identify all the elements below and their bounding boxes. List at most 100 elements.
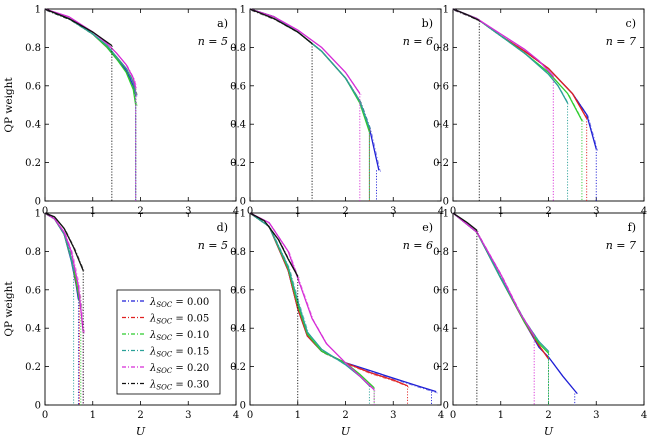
series-4-dashdot: [46, 10, 138, 90]
panel-label: f): [628, 221, 636, 234]
series-3-dashdot: [46, 10, 138, 96]
series-3-dashdot: [251, 214, 372, 388]
x-tick-label: 1: [295, 410, 301, 421]
series-2-dashdot: [454, 214, 551, 355]
series-5-dashdot: [46, 214, 85, 273]
y-tick-label: 0.2: [433, 158, 449, 169]
y-tick-label: 1: [443, 209, 449, 220]
y-tick-label: 0.8: [25, 247, 41, 258]
panel-annotation: n = 5: [198, 239, 228, 252]
y-tick-label: 0.4: [433, 120, 449, 131]
legend-entry: λSOC = 0.30: [149, 380, 209, 392]
x-tick-label: 0: [450, 410, 456, 421]
series-2-line: [452, 212, 549, 354]
x-tick-label: 3: [593, 410, 599, 421]
series-2-dashdot: [251, 214, 376, 390]
y-tick-label: 0.4: [25, 324, 41, 335]
panel-annotation: n = 7: [606, 35, 636, 48]
series-3-dashdot: [454, 10, 570, 105]
y-tick-label: 1: [35, 5, 41, 16]
x-tick-label: 0: [42, 410, 48, 421]
x-tick-label: 4: [438, 206, 444, 217]
x-tick-label: 1: [90, 206, 96, 217]
series-0-line: [249, 8, 380, 171]
series-1-line: [44, 8, 137, 94]
series-1-dashdot: [46, 10, 138, 96]
series-5-line: [44, 8, 113, 47]
y-axis-label: QP weight: [3, 77, 15, 133]
series-5-line: [44, 212, 84, 271]
y-tick-label: 0.2: [230, 158, 246, 169]
panel-label: e): [422, 221, 433, 234]
x-tick-label: 3: [390, 206, 396, 217]
panel-label: c): [626, 17, 636, 30]
panel-annotation: n = 6: [403, 35, 433, 48]
series-4-line: [249, 8, 361, 94]
panel-annotation: n = 6: [403, 239, 433, 252]
x-tick-label: 3: [185, 206, 191, 217]
x-tick-label: 2: [545, 410, 551, 421]
series-5-line: [249, 8, 313, 45]
y-tick-label: 0: [443, 401, 449, 412]
series-2-line: [44, 8, 137, 106]
x-tick-label: 4: [641, 410, 647, 421]
y-tick-label: 0.8: [230, 247, 246, 258]
x-tick-label: 1: [295, 206, 301, 217]
y-tick-label: 0.6: [25, 285, 41, 296]
series-4-dashdot: [46, 214, 85, 334]
y-tick-label: 0.2: [25, 158, 41, 169]
x-tick-label: 1: [90, 410, 96, 421]
x-tick-label: 1: [498, 410, 504, 421]
x-tick-label: 2: [137, 206, 143, 217]
series-1-dashdot: [251, 10, 372, 132]
y-tick-label: 0.4: [433, 324, 449, 335]
y-tick-label: 0.6: [433, 81, 449, 92]
series-5-dashdot: [46, 10, 114, 48]
y-tick-label: 0: [35, 401, 41, 412]
series-3-line: [452, 212, 549, 352]
series-5-dashdot: [251, 10, 314, 46]
series-3-line: [249, 8, 371, 129]
y-tick-label: 0.4: [25, 120, 41, 131]
series-3-line: [452, 8, 569, 104]
x-tick-label: 0: [42, 206, 48, 217]
series-5-dashdot: [251, 214, 300, 279]
series-3-line: [249, 212, 370, 387]
y-tick-label: 0.2: [230, 362, 246, 373]
panel-2: 0 1 2 3 400.20.40.60.81b)n = 6: [230, 5, 444, 218]
y-tick-label: 0: [35, 197, 41, 208]
y-tick-label: 1: [240, 209, 246, 220]
series-4-dashdot: [251, 10, 362, 96]
x-tick-label: 3: [185, 410, 191, 421]
x-tick-label: 1: [498, 206, 504, 217]
y-tick-label: 0.6: [25, 81, 41, 92]
series-0-dashdot: [46, 10, 138, 97]
legend-entry: λSOC = 0.00: [149, 297, 209, 309]
series-5-line: [452, 8, 480, 22]
x-tick-label: 4: [233, 410, 239, 421]
series-4-dashdot: [454, 214, 536, 338]
y-tick-label: 0: [240, 401, 246, 412]
y-tick-label: 0.6: [230, 81, 246, 92]
x-tick-label: 3: [390, 410, 396, 421]
panel-annotation: n = 7: [606, 239, 636, 252]
series-5-line: [452, 212, 478, 231]
x-axis-label: U: [136, 425, 146, 438]
series-2-dashdot: [454, 10, 584, 123]
x-tick-label: 0: [247, 206, 253, 217]
y-tick-label: 0.8: [433, 43, 449, 54]
series-0-line: [452, 8, 597, 150]
panel-label: d): [217, 221, 228, 234]
panel-5: 0 1 2 3 400.20.40.60.81e)n = 6U: [230, 209, 444, 439]
series-3-dashdot: [454, 214, 551, 353]
panel-1: 0 1 2 3 400.20.40.60.81a)n = 5QP weight: [3, 5, 239, 218]
series-3-line: [44, 8, 137, 94]
x-axis-label: U: [544, 425, 554, 438]
y-tick-label: 0.4: [230, 324, 246, 335]
series-0-dashdot: [251, 10, 381, 172]
series-2-line: [249, 8, 371, 133]
legend-entry: λSOC = 0.15: [149, 347, 209, 359]
y-tick-label: 0.2: [25, 362, 41, 373]
